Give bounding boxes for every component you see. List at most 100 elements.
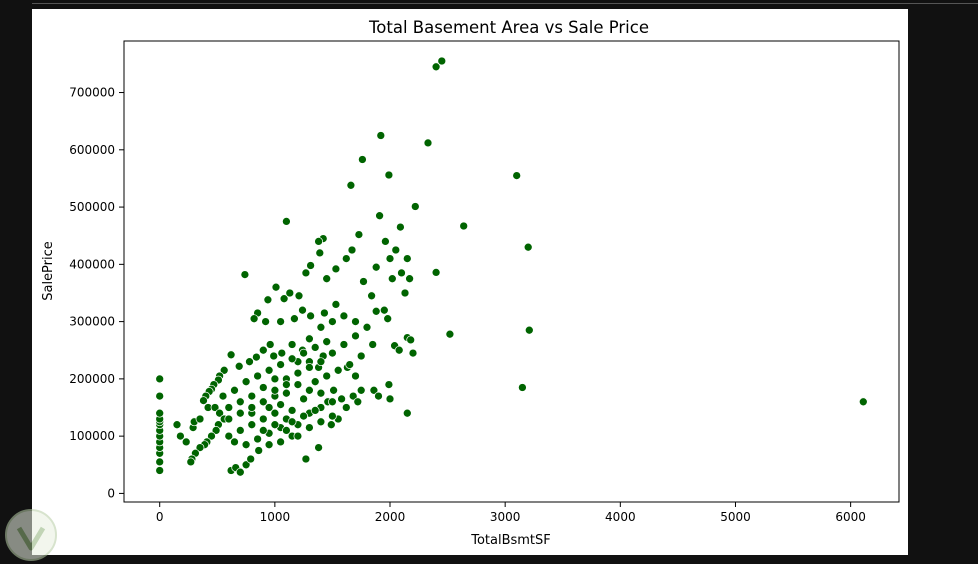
scatter-point xyxy=(337,394,346,404)
scatter-point xyxy=(249,314,259,324)
scatter-point xyxy=(299,348,308,358)
scatter-point xyxy=(287,417,297,427)
scatter-point xyxy=(230,385,239,395)
x-tick-label: 5000 xyxy=(720,510,751,524)
scatter-point xyxy=(181,437,191,447)
scatter-point xyxy=(459,221,469,231)
scatter-point xyxy=(276,360,285,369)
scatter-point xyxy=(359,277,368,286)
scatter-point xyxy=(347,245,357,255)
scatter-point xyxy=(423,138,433,148)
y-tick-label: 300000 xyxy=(69,315,115,329)
scatter-point xyxy=(293,431,303,441)
scatter-point xyxy=(329,385,338,395)
scatter-point xyxy=(195,414,205,424)
y-tick-label: 0 xyxy=(107,486,115,500)
scatter-point xyxy=(314,237,323,246)
scatter-point xyxy=(254,446,264,455)
scatter-point xyxy=(270,420,280,430)
scatter-point xyxy=(210,403,220,412)
x-axis-label: TotalBsmtSF xyxy=(470,533,551,548)
scatter-point xyxy=(270,374,280,384)
scatter-point xyxy=(371,306,381,316)
scatter-point xyxy=(155,457,165,467)
x-tick-label: 3000 xyxy=(490,510,521,524)
y-tick-label: 100000 xyxy=(69,429,115,443)
scatter-point xyxy=(371,262,381,272)
scatter-point xyxy=(331,300,341,309)
scatter-point xyxy=(301,268,311,278)
scatter-point xyxy=(405,274,414,284)
scatter-point xyxy=(263,295,273,305)
scatter-point xyxy=(387,274,397,284)
scatter-point xyxy=(195,443,205,452)
scatter-point xyxy=(224,431,234,441)
scatter-point xyxy=(410,202,420,211)
scatter-point xyxy=(310,343,320,352)
scatter-point xyxy=(277,348,287,358)
scatter-point xyxy=(437,56,447,66)
scatter-point xyxy=(524,325,534,335)
scatter-point xyxy=(358,155,367,164)
scatter-point xyxy=(316,357,326,367)
scatter-point xyxy=(155,374,165,384)
scatter-point xyxy=(252,352,261,362)
plot-area-frame xyxy=(123,40,900,503)
scatter-point xyxy=(271,282,281,292)
scatter-point xyxy=(326,420,336,430)
scatter-point xyxy=(523,242,533,252)
scatter-point xyxy=(316,322,326,332)
scatter-point xyxy=(445,329,455,339)
scatter-point xyxy=(362,322,372,332)
scatter-point xyxy=(241,377,251,387)
scatter-point xyxy=(379,305,389,315)
x-tick-label: 0 xyxy=(156,510,164,524)
scatter-point xyxy=(351,371,360,381)
scatter-point xyxy=(310,406,320,415)
scatter-point xyxy=(331,264,341,274)
scatter-point xyxy=(282,380,291,389)
scatter-point xyxy=(431,268,441,277)
scatter-point xyxy=(264,440,274,450)
scatter-point xyxy=(172,420,182,430)
scatter-point xyxy=(858,397,868,407)
scatter-point xyxy=(293,380,303,389)
x-axis-ticks: 0 1000 2000 3000 4000 5000 6000 xyxy=(156,502,866,524)
y-tick-label: 500000 xyxy=(69,200,115,214)
scatter-point xyxy=(339,311,349,321)
scatter-point xyxy=(265,340,275,349)
scatter-point xyxy=(290,314,299,324)
scatter-point xyxy=(282,217,291,226)
scatter-point xyxy=(384,380,394,389)
scatter-point xyxy=(176,431,185,441)
scatter-point xyxy=(369,385,379,395)
scatter-point xyxy=(226,350,236,360)
scatter-point xyxy=(276,437,285,447)
scatter-point xyxy=(356,351,366,361)
watermark-logo-icon xyxy=(5,509,57,561)
scatter-point xyxy=(328,348,337,358)
scatter-point xyxy=(354,230,364,239)
scatter-point xyxy=(211,426,221,435)
scatter-point xyxy=(383,314,393,324)
scatter-point xyxy=(246,454,256,464)
scatter-point xyxy=(270,385,280,395)
scatter-point xyxy=(314,443,323,452)
scatter-point xyxy=(316,388,326,398)
scatter-point xyxy=(310,377,320,387)
scatter-point xyxy=(240,270,250,279)
scatter-point xyxy=(235,408,245,418)
scatter-point xyxy=(512,171,522,180)
scatter-point xyxy=(351,331,360,341)
scatter-point xyxy=(270,408,280,418)
scatter-point xyxy=(241,460,251,470)
scatter-point xyxy=(155,466,165,475)
scatter-point xyxy=(294,291,304,301)
scatter-point xyxy=(234,361,244,371)
scatter-point xyxy=(258,414,268,424)
scatter-point xyxy=(397,268,406,278)
scatter-point xyxy=(269,351,279,361)
scatter-point xyxy=(402,408,412,418)
scatter-point xyxy=(316,417,326,427)
scatter-point xyxy=(400,288,410,298)
